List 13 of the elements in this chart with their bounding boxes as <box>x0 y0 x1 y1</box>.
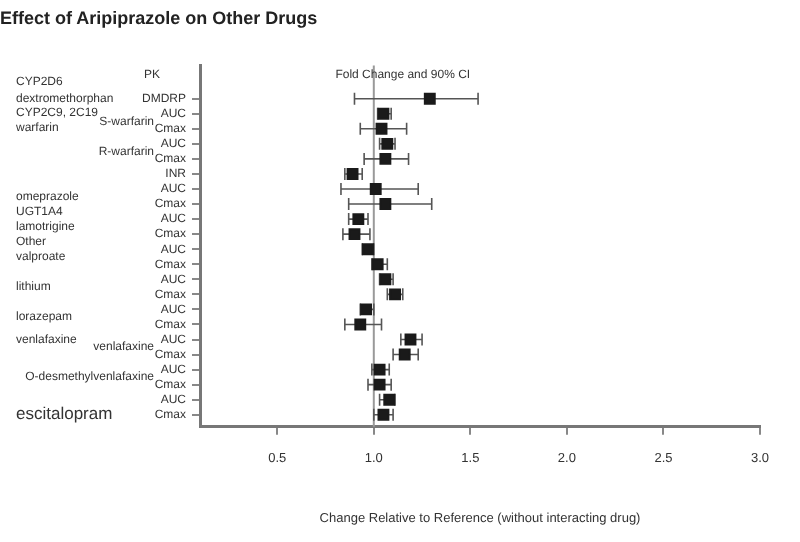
point <box>373 378 386 391</box>
text: escitalopram <box>16 403 113 424</box>
point <box>398 348 411 361</box>
chart-title: Effect of Aripiprazole on Other Drugs <box>0 7 318 28</box>
point <box>379 152 392 165</box>
point <box>348 228 361 241</box>
point <box>371 258 384 271</box>
point <box>379 198 392 211</box>
point <box>375 122 388 135</box>
point <box>354 318 367 331</box>
point <box>383 393 396 406</box>
point <box>423 92 436 105</box>
point <box>369 183 382 195</box>
